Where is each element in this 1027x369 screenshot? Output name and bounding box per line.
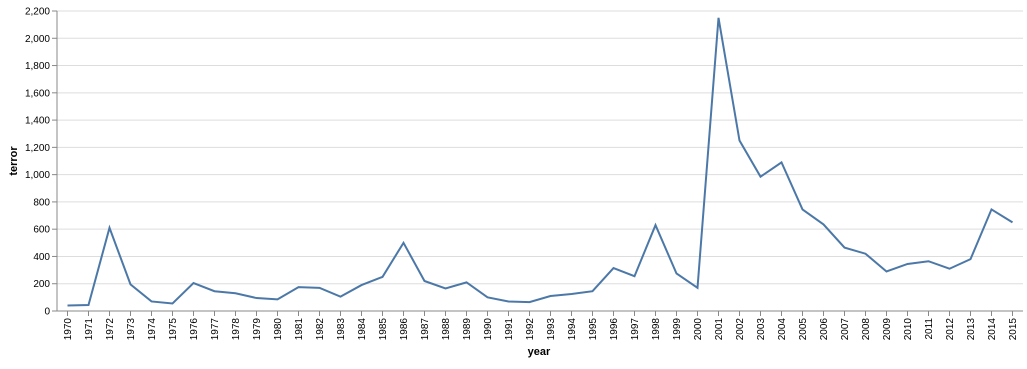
x-tick-label: 1986 [399, 318, 410, 341]
y-tick-label: 1,600 [25, 88, 50, 99]
x-tick-label: 1990 [483, 318, 494, 341]
x-tick-label: 2014 [987, 318, 998, 341]
x-tick-label: 2005 [798, 318, 809, 341]
x-tick-label: 1999 [672, 318, 683, 341]
x-tick-label: 2015 [1008, 318, 1019, 341]
x-tick-label: 1973 [126, 318, 137, 341]
y-tick-label: 1,400 [25, 116, 50, 127]
x-tick-label: 2001 [714, 318, 725, 341]
y-tick-label: 600 [33, 225, 50, 236]
y-tick-label: 2,200 [25, 7, 50, 18]
x-tick-label: 1993 [546, 318, 557, 341]
y-tick-label: 800 [33, 197, 50, 208]
x-tick-label: 1984 [357, 318, 368, 341]
y-tick-label: 1,200 [25, 143, 50, 154]
y-tick-label: 200 [33, 279, 50, 290]
x-tick-label: 1980 [273, 318, 284, 341]
x-tick-label: 1981 [294, 318, 305, 341]
x-tick-label: 2010 [903, 318, 914, 341]
x-tick-label: 1988 [441, 318, 452, 341]
x-tick-label: 1991 [504, 318, 515, 341]
x-tick-label: 2002 [735, 318, 746, 341]
x-tick-label: 2003 [756, 318, 767, 341]
x-tick-label: 2012 [945, 318, 956, 341]
x-tick-label: 1972 [105, 318, 116, 341]
x-tick-label: 1978 [231, 318, 242, 341]
x-tick-label: 1976 [189, 318, 200, 341]
x-tick-label: 2011 [924, 318, 935, 340]
y-tick-label: 400 [33, 252, 50, 263]
x-tick-label: 1977 [210, 318, 221, 341]
x-axis-title: year [528, 346, 551, 358]
x-tick-label: 1994 [567, 318, 578, 341]
y-axis-title: terror [8, 146, 20, 176]
x-tick-label: 1996 [609, 318, 620, 341]
x-tick-label: 1997 [630, 318, 641, 341]
x-tick-label: 2007 [840, 318, 851, 341]
x-tick-label: 1989 [462, 318, 473, 341]
x-tick-label: 1974 [147, 318, 158, 341]
x-tick-label: 1970 [63, 318, 74, 341]
x-tick-label: 2004 [777, 318, 788, 341]
x-tick-label: 1979 [252, 318, 263, 341]
y-tick-label: 1,000 [25, 170, 50, 181]
x-tick-label: 2009 [882, 318, 893, 341]
x-tick-label: 1992 [525, 318, 536, 341]
x-tick-label: 1995 [588, 318, 599, 341]
x-tick-label: 2008 [861, 318, 872, 341]
y-tick-label: 1,800 [25, 61, 50, 72]
y-tick-label: 2,000 [25, 34, 50, 45]
data-line [67, 17, 1014, 307]
x-tick-label: 2000 [693, 318, 704, 341]
x-tick-label: 1971 [84, 318, 95, 341]
x-tick-label: 1982 [315, 318, 326, 341]
x-tick-label: 2013 [966, 318, 977, 341]
x-tick-label: 1998 [651, 318, 662, 341]
x-tick-label: 2006 [819, 318, 830, 341]
x-tick-label: 1987 [420, 318, 431, 341]
x-tick-label: 1985 [378, 318, 389, 341]
x-tick-label: 1975 [168, 318, 179, 341]
x-tick-label: 1983 [336, 318, 347, 341]
y-tick-label: 0 [44, 307, 50, 318]
